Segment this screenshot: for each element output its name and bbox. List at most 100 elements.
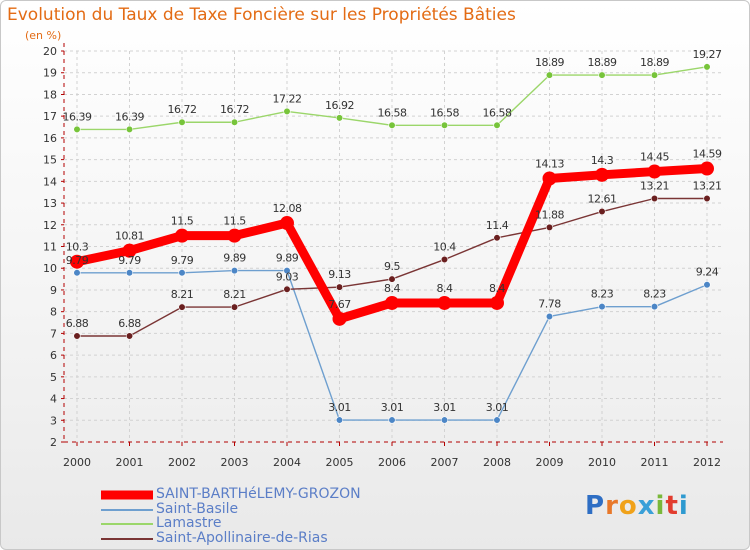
- data-label: 11.88: [535, 208, 564, 221]
- data-point: [545, 223, 554, 231]
- data-label: 16.58: [378, 106, 407, 119]
- y-tick-label: 12: [43, 219, 57, 232]
- data-point: [545, 71, 554, 79]
- data-label: 7.67: [328, 298, 351, 311]
- data-point: [595, 167, 609, 182]
- data-label: 13.21: [693, 179, 722, 192]
- data-point: [73, 269, 81, 277]
- data-label: 6.88: [66, 317, 89, 330]
- data-point: [490, 295, 504, 310]
- data-label: 16.72: [168, 103, 197, 116]
- data-label: 9.79: [66, 254, 89, 267]
- data-point: [388, 275, 396, 283]
- x-tick-label: 2002: [168, 456, 196, 469]
- data-point: [230, 118, 239, 126]
- data-point: [440, 416, 449, 424]
- data-point: [335, 416, 344, 424]
- logo-letter: i: [655, 491, 666, 521]
- data-point: [703, 281, 711, 289]
- data-label: 9.79: [118, 254, 141, 267]
- legend-swatch: [101, 523, 153, 526]
- data-point: [70, 254, 84, 269]
- data-point: [700, 161, 714, 176]
- data-label: 11.5: [223, 215, 246, 228]
- y-tick-label: 2: [50, 436, 57, 449]
- data-point: [440, 121, 449, 129]
- data-label: 16.39: [63, 110, 92, 123]
- x-tick-label: 2011: [641, 456, 669, 469]
- legend-label: SAINT-BARTHéLEMY-GROZON: [156, 486, 361, 502]
- data-label: 11.4: [486, 219, 509, 232]
- data-label: 10.81: [115, 230, 144, 243]
- data-point: [598, 207, 606, 216]
- data-label: 3.01: [433, 401, 456, 414]
- data-point: [493, 121, 501, 129]
- y-tick-label: 3: [50, 414, 57, 427]
- y-tick-label: 14: [43, 175, 57, 188]
- data-label-layer: 10.3 10.81 11.5 11.5 12.08 7.67 8.4 8.4 8.4 14.13…: [63, 48, 723, 414]
- data-point: [335, 114, 344, 122]
- y-tick-label: 16: [43, 132, 57, 145]
- data-label: 9.89: [223, 252, 246, 265]
- data-label: 14.3: [591, 154, 614, 167]
- data-label: 13.21: [640, 179, 669, 192]
- data-label: 6.88: [118, 317, 141, 330]
- data-label: 9.89: [276, 252, 299, 265]
- data-label: 9.79: [171, 254, 194, 267]
- data-label: 12.61: [588, 193, 617, 206]
- data-point: [598, 71, 606, 79]
- data-point: [703, 63, 711, 71]
- legend-swatch: [101, 508, 153, 511]
- chart-title: Evolution du Taux de Taxe Foncière sur l…: [7, 5, 516, 25]
- data-label: 9.03: [276, 270, 299, 283]
- y-tick-label: 10: [43, 262, 57, 275]
- data-point: [227, 228, 242, 243]
- data-label: 14.59: [693, 148, 722, 161]
- data-label: 14.45: [640, 151, 669, 164]
- y-tick-label: 9: [50, 284, 57, 297]
- x-tick-label: 2010: [588, 456, 616, 469]
- data-point: [125, 332, 134, 340]
- data-point: [440, 255, 449, 264]
- data-label: 10.3: [66, 241, 89, 254]
- logo-letter: P: [585, 491, 606, 521]
- data-label: 3.01: [328, 401, 351, 414]
- data-point: [598, 303, 606, 311]
- data-point: [385, 295, 399, 310]
- y-tick-label: 8: [50, 306, 57, 319]
- y-tick-label: 13: [43, 197, 57, 210]
- data-label: 9.5: [384, 260, 400, 273]
- proxiti-logo: Proxiti: [585, 491, 689, 521]
- data-label: 9.24: [696, 266, 719, 279]
- data-point: [493, 416, 501, 424]
- data-point: [178, 118, 186, 126]
- data-point: [230, 267, 239, 275]
- legend-label: Saint-Basile: [156, 500, 239, 517]
- data-point: [283, 107, 291, 115]
- series-layer: [70, 63, 714, 424]
- data-point: [493, 234, 501, 242]
- data-point: [178, 269, 186, 277]
- axis-layer: 2 3 4 5 6 7 8 9 10 11 12 13 14 15 16 17 18 19 20 2000 2001 20…: [43, 43, 723, 469]
- x-tick-label: 2000: [63, 456, 91, 469]
- legend-label: Saint-Apollinaire-de-Rias: [156, 529, 328, 546]
- y-tick-label: 11: [43, 241, 57, 254]
- data-label: 8.4: [384, 282, 400, 295]
- legend-swatch: [101, 490, 153, 500]
- y-tick-label: 18: [43, 88, 57, 101]
- data-point: [388, 121, 396, 129]
- y-tick-label: 4: [50, 393, 57, 406]
- logo-letter: i: [678, 491, 689, 521]
- data-point: [650, 194, 659, 203]
- y-tick-label: 6: [50, 349, 57, 362]
- data-point: [178, 303, 186, 311]
- data-label: 19.27: [693, 48, 722, 61]
- data-point: [545, 312, 554, 321]
- logo-letter: x: [637, 491, 656, 521]
- y-tick-label: 19: [43, 67, 57, 80]
- data-point: [388, 416, 396, 424]
- x-tick-label: 2005: [326, 456, 354, 469]
- x-tick-label: 2004: [273, 456, 301, 469]
